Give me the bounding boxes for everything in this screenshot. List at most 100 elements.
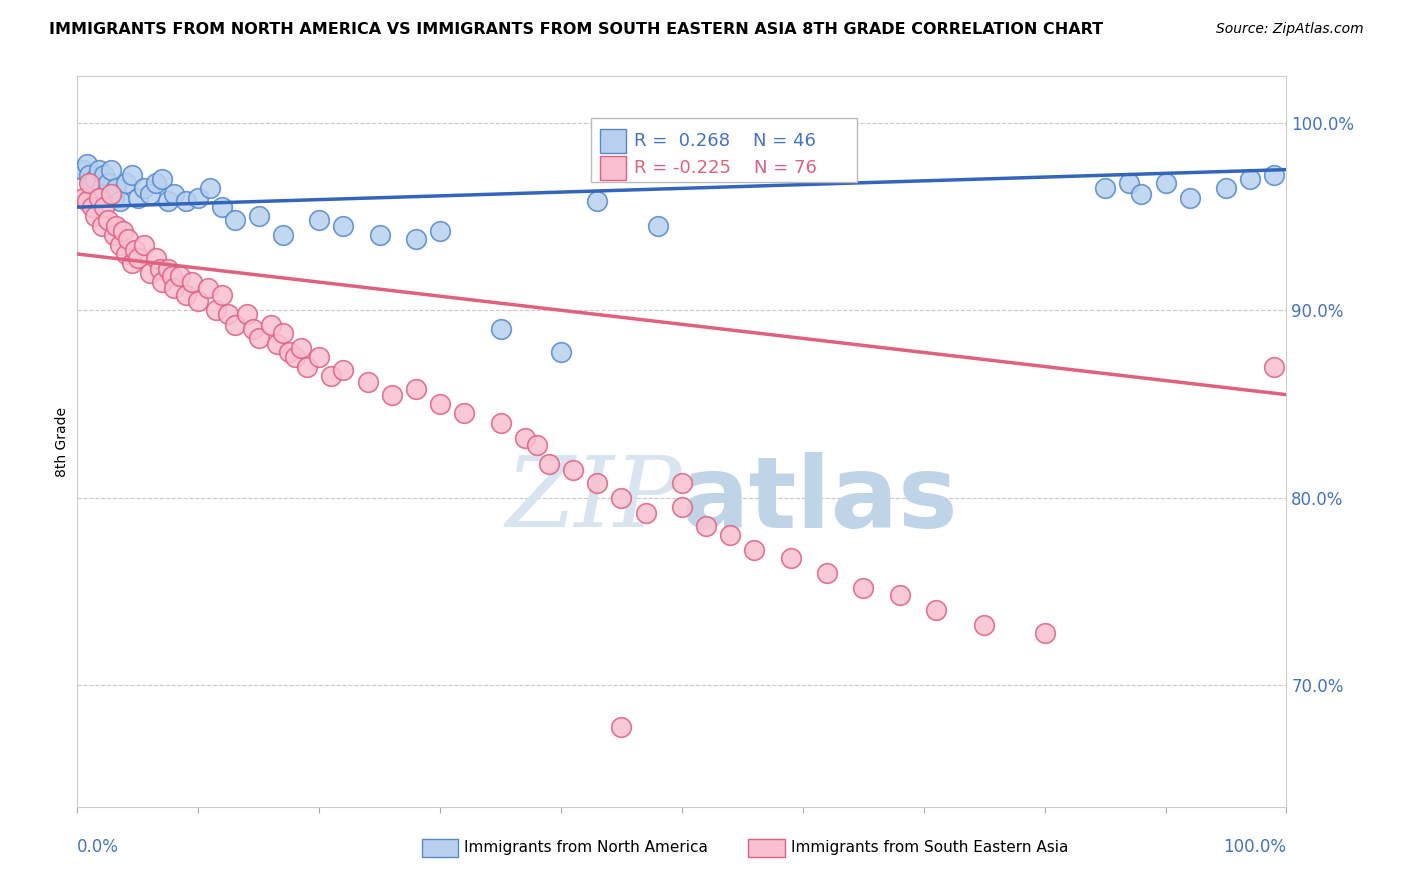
Point: [744, 543, 766, 558]
Point: [695, 519, 717, 533]
Point: [1239, 172, 1261, 186]
Point: [169, 269, 191, 284]
Text: Immigrants from North America: Immigrants from North America: [464, 840, 709, 855]
Point: [562, 463, 585, 477]
Point: [211, 200, 233, 214]
Point: [105, 181, 128, 195]
Text: R =  0.268    N = 46: R = 0.268 N = 46: [634, 132, 815, 150]
Point: [163, 186, 186, 201]
Point: [852, 581, 875, 595]
Point: [1263, 359, 1285, 374]
Point: [187, 293, 209, 308]
Point: [526, 438, 548, 452]
Bar: [422, 838, 458, 857]
Point: [87, 162, 110, 177]
Point: [1215, 181, 1237, 195]
Point: [489, 416, 512, 430]
Point: [127, 191, 149, 205]
Point: [671, 500, 693, 515]
Text: atlas: atlas: [682, 451, 959, 549]
Point: [586, 475, 609, 490]
Point: [174, 194, 197, 209]
Point: [100, 186, 122, 201]
Point: [90, 219, 112, 233]
Point: [160, 269, 183, 284]
Point: [224, 318, 246, 333]
Point: [381, 387, 404, 401]
Point: [308, 213, 330, 227]
Point: [72, 162, 94, 177]
Point: [93, 168, 115, 182]
Point: [108, 194, 131, 209]
Point: [647, 219, 669, 233]
Point: [79, 176, 101, 190]
Point: [266, 337, 288, 351]
Point: [105, 219, 128, 233]
Point: [84, 210, 107, 224]
Point: [114, 247, 136, 261]
Bar: [600, 156, 626, 179]
Point: [93, 200, 115, 214]
Point: [537, 457, 560, 471]
Point: [96, 176, 118, 190]
Y-axis label: 8th Grade: 8th Grade: [55, 407, 69, 476]
Point: [1033, 625, 1056, 640]
Point: [271, 326, 294, 340]
Point: [815, 566, 838, 580]
Point: [197, 281, 219, 295]
Point: [139, 266, 162, 280]
Text: ZIP: ZIP: [506, 452, 682, 548]
Point: [181, 275, 204, 289]
Point: [332, 219, 354, 233]
Point: [157, 194, 180, 209]
Point: [1154, 176, 1177, 190]
Point: [1178, 191, 1201, 205]
Point: [124, 244, 146, 258]
Point: [200, 181, 222, 195]
Point: [586, 194, 609, 209]
Point: [332, 363, 354, 377]
Point: [80, 176, 103, 190]
Point: [96, 213, 118, 227]
Text: 0.0%: 0.0%: [77, 838, 120, 856]
Point: [87, 191, 110, 205]
Point: [1263, 168, 1285, 182]
Point: [489, 322, 512, 336]
Point: [513, 431, 536, 445]
Point: [290, 341, 312, 355]
Point: [90, 181, 112, 195]
Point: [550, 344, 572, 359]
Point: [121, 256, 143, 270]
Point: [187, 191, 209, 205]
Point: [121, 168, 143, 182]
Point: [148, 262, 170, 277]
Point: [1118, 176, 1140, 190]
Point: [429, 225, 451, 239]
Point: [205, 303, 228, 318]
Point: [174, 288, 197, 302]
Point: [145, 176, 167, 190]
FancyBboxPatch shape: [592, 118, 858, 182]
Point: [150, 275, 173, 289]
Point: [405, 232, 427, 246]
Point: [224, 213, 246, 227]
Point: [218, 307, 240, 321]
Point: [295, 359, 318, 374]
Text: Immigrants from South Eastern Asia: Immigrants from South Eastern Asia: [790, 840, 1069, 855]
Point: [242, 322, 264, 336]
Point: [271, 228, 294, 243]
Point: [1130, 186, 1153, 201]
Point: [260, 318, 283, 333]
Point: [235, 307, 257, 321]
Text: Source: ZipAtlas.com: Source: ZipAtlas.com: [1216, 22, 1364, 37]
Point: [114, 176, 136, 190]
Text: IMMIGRANTS FROM NORTH AMERICA VS IMMIGRANTS FROM SOUTH EASTERN ASIA 8TH GRADE CO: IMMIGRANTS FROM NORTH AMERICA VS IMMIGRA…: [49, 22, 1104, 37]
Point: [356, 375, 378, 389]
Point: [278, 344, 301, 359]
Point: [973, 618, 995, 632]
Point: [80, 200, 103, 214]
Point: [925, 603, 948, 617]
Point: [150, 172, 173, 186]
Text: R = -0.225    N = 76: R = -0.225 N = 76: [634, 159, 817, 177]
Point: [84, 172, 107, 186]
